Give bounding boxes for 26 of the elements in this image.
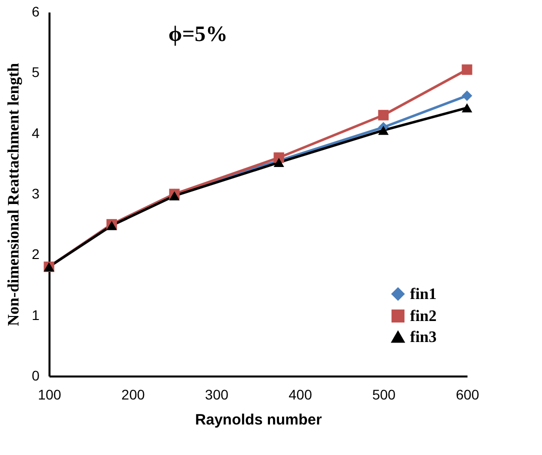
chart-title: ϕ=5% [168,21,228,46]
y-tick-label: 0 [32,368,40,384]
x-axis-title: Raynolds number [195,412,322,428]
legend-label: fin3 [410,329,437,346]
y-axis-title: Non-dimensional Reattachment length [6,62,23,326]
point [462,90,472,101]
y-tick-label: 3 [32,186,40,202]
y-tick-label: 1 [32,306,40,323]
legend-label: fin2 [410,308,437,325]
point [462,103,472,112]
y-tick-label: 2 [32,246,40,262]
x-tick-label: 300 [205,386,229,402]
y-tick-label: 6 [32,4,40,20]
point [378,110,389,120]
x-tick-label: 600 [456,386,480,402]
y-tick-label: 5 [32,64,40,80]
point [274,158,284,167]
legend-label: fin1 [410,286,437,303]
x-tick-label: 400 [288,386,312,402]
x-tick-label: 200 [121,386,145,402]
point [462,64,472,75]
x-tick-label: 100 [38,386,62,402]
y-tick-label: 4 [32,124,40,141]
point [378,126,389,135]
point [169,191,180,200]
x-tick-label: 500 [372,386,396,402]
